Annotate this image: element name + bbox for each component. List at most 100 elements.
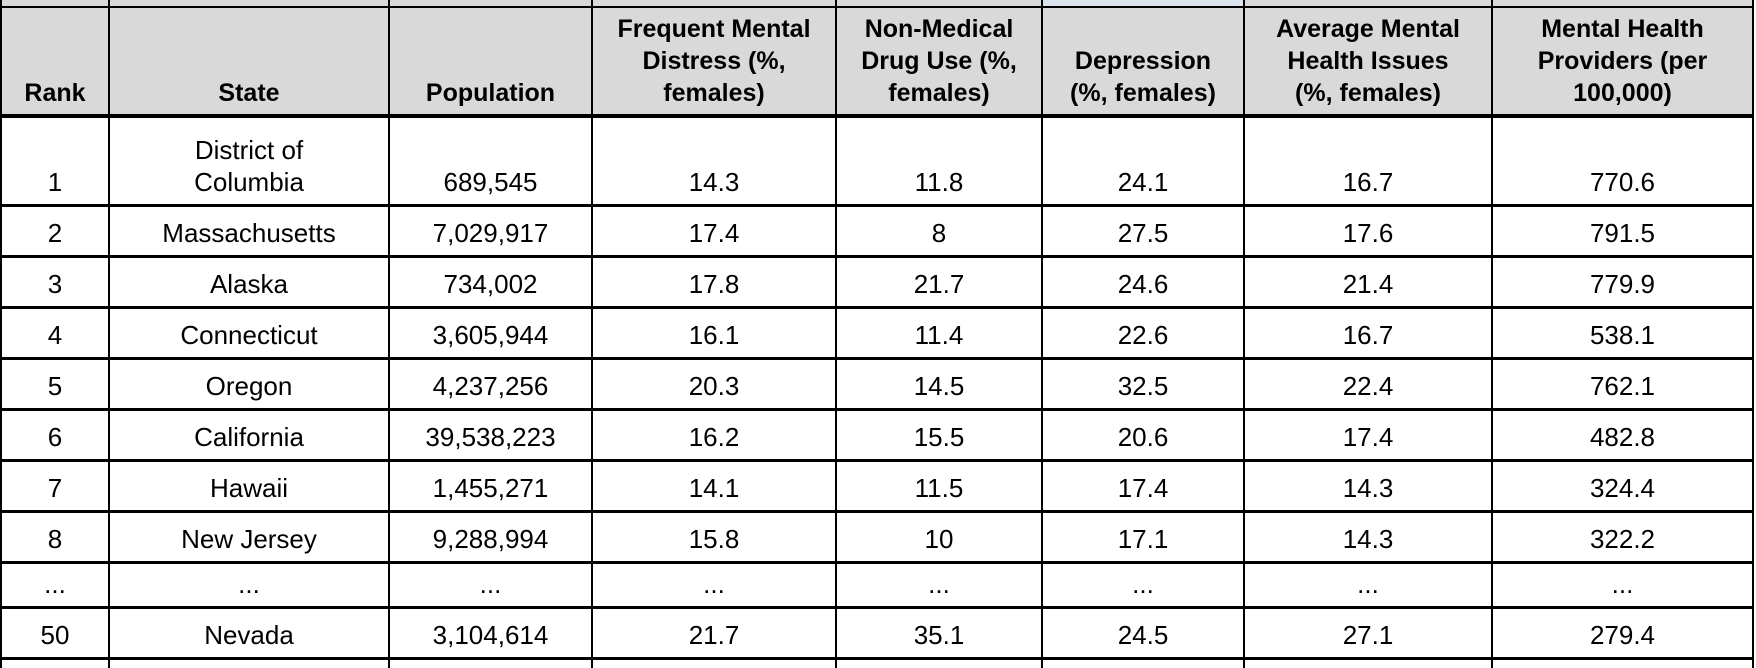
table-cell[interactable]: 32.5 (1041, 357, 1245, 411)
table-cell[interactable]: 279.4 (1491, 606, 1754, 660)
table-cell[interactable]: 17.4 (1243, 408, 1493, 462)
table-cell[interactable]: 20.3 (591, 357, 837, 411)
table-cell[interactable]: 20.6 (1041, 408, 1245, 462)
table-cell[interactable]: 24.1 (1041, 114, 1245, 207)
table-cell[interactable]: 24.6 (1041, 255, 1245, 309)
column-header-non-medical-drug-use[interactable]: Non-Medical Drug Use (%, females) (835, 6, 1043, 118)
table-cell[interactable]: 15.8 (591, 510, 837, 564)
table-cell[interactable]: 7,029,917 (388, 204, 593, 258)
table-cell[interactable]: 8 (835, 204, 1043, 258)
table-cell[interactable]: ... (1041, 561, 1245, 609)
table-cell[interactable]: 22.6 (1041, 306, 1245, 360)
table-cell[interactable]: 791.5 (1491, 204, 1754, 258)
table-cell[interactable]: 27.7 (1243, 657, 1493, 668)
table-cell[interactable]: 51 (0, 657, 110, 668)
table-cell[interactable]: 3 (0, 255, 110, 309)
table-cell[interactable]: 27.1 (1243, 606, 1493, 660)
table-cell[interactable]: 16.7 (1243, 306, 1493, 360)
table-cell[interactable]: 17.1 (1041, 510, 1245, 564)
table-cell[interactable]: 17.4 (1041, 459, 1245, 513)
table-cell[interactable]: 21.7 (591, 606, 837, 660)
table-cell[interactable]: 482.8 (1491, 408, 1754, 462)
table-cell[interactable]: 1 (0, 114, 110, 207)
column-header-depression[interactable]: Depression (%, females) (1041, 6, 1245, 118)
table-cell[interactable]: New Jersey (108, 510, 390, 564)
column-header-state[interactable]: State (108, 6, 390, 118)
table-cell[interactable]: Connecticut (108, 306, 390, 360)
table-cell[interactable]: ... (835, 561, 1043, 609)
table-body: 1 District of Columbia 689,545 14.3 11.8 24.1… (0, 114, 1754, 668)
table-cell[interactable]: 10 (835, 510, 1043, 564)
table-cell[interactable]: 538.1 (1491, 306, 1754, 360)
table-cell[interactable]: 14.3 (1243, 510, 1493, 564)
table-cell[interactable]: 17.8 (591, 255, 837, 309)
table-cell[interactable]: ... (108, 561, 390, 609)
table-cell[interactable]: 11.8 (835, 114, 1043, 207)
column-header-mental-health-providers[interactable]: Mental Health Providers (per 100,000) (1491, 6, 1754, 118)
column-header-average-mental-health-issues[interactable]: Average Mental Health Issues (%, females… (1243, 6, 1493, 118)
table-cell[interactable]: 11.5 (835, 459, 1043, 513)
table-cell[interactable]: 5 (0, 357, 110, 411)
table-cell[interactable]: ... (1491, 561, 1754, 609)
table-cell[interactable]: 1,455,271 (388, 459, 593, 513)
table-cell[interactable]: Hawaii (108, 459, 390, 513)
table-cell[interactable]: 17.2 (835, 657, 1043, 668)
table-cell[interactable]: ... (388, 561, 593, 609)
column-header-frequent-mental-distress[interactable]: Frequent Mental Distress (%, females) (591, 6, 837, 118)
table-cell[interactable]: 21.7 (835, 255, 1043, 309)
table-cell[interactable]: 3,605,944 (388, 306, 593, 360)
table-cell[interactable]: 6 (0, 408, 110, 462)
table-cell[interactable]: 50 (0, 606, 110, 660)
table-cell[interactable]: 35.1 (835, 606, 1043, 660)
table-cell[interactable]: 7 (0, 459, 110, 513)
table-cell[interactable]: ... (1243, 561, 1493, 609)
table-cell[interactable]: 17.6 (1243, 204, 1493, 258)
table-cell[interactable]: 26.7 (591, 657, 837, 668)
table-cell[interactable]: Alaska (108, 255, 390, 309)
table-cell[interactable]: 14.5 (835, 357, 1043, 411)
table-cell[interactable]: ... (591, 561, 837, 609)
table-cell[interactable]: 1,793,716 (388, 657, 593, 668)
table-cell[interactable]: Nevada (108, 606, 390, 660)
table-cell[interactable]: 11.4 (835, 306, 1043, 360)
table-cell[interactable]: West Virginia (108, 657, 390, 668)
table-cell[interactable]: 779.9 (1491, 255, 1754, 309)
table-cell[interactable]: 322.2 (1491, 510, 1754, 564)
table-cell[interactable]: 16.2 (591, 408, 837, 462)
table-cell[interactable]: 27.5 (1041, 204, 1245, 258)
table-cell[interactable]: District of Columbia (108, 114, 390, 207)
table-cell[interactable]: 16.7 (1243, 114, 1493, 207)
table-cell[interactable]: 734,002 (388, 255, 593, 309)
table-cell[interactable]: 14.3 (591, 114, 837, 207)
table-cell[interactable]: ... (0, 561, 110, 609)
table-cell[interactable]: California (108, 408, 390, 462)
table-cell[interactable]: 39,538,223 (388, 408, 593, 462)
table-cell[interactable]: 689,545 (388, 114, 593, 207)
table-cell[interactable]: 17.4 (591, 204, 837, 258)
table-cell[interactable]: Oregon (108, 357, 390, 411)
column-header-rank[interactable]: Rank (0, 6, 110, 118)
table-cell[interactable]: 14.3 (1243, 459, 1493, 513)
table-cell[interactable]: 15.5 (835, 408, 1043, 462)
table-cell[interactable]: 324.4 (1491, 459, 1754, 513)
table-cell[interactable]: Massachusetts (108, 204, 390, 258)
table-cell[interactable]: 22.4 (1243, 357, 1493, 411)
table-cell[interactable]: 39.1 (1041, 657, 1245, 668)
table-cell[interactable]: 24.5 (1041, 606, 1245, 660)
table-cell[interactable]: 4,237,256 (388, 357, 593, 411)
table-row: 5 Oregon 4,237,256 20.3 14.5 32.5 22.4 762.1 (0, 357, 1754, 411)
cropped-cell (0, 0, 110, 8)
table-cell[interactable]: 21.4 (1243, 255, 1493, 309)
table-cell[interactable]: 770.6 (1491, 114, 1754, 207)
table-cell[interactable]: 9,288,994 (388, 510, 593, 564)
table-cell[interactable]: 4 (0, 306, 110, 360)
table-cell[interactable]: 206.2 (1491, 657, 1754, 668)
table-cell[interactable]: 8 (0, 510, 110, 564)
table-row: 50 Nevada 3,104,614 21.7 35.1 24.5 27.1 279.4 (0, 606, 1754, 660)
table-cell[interactable]: 3,104,614 (388, 606, 593, 660)
table-cell[interactable]: 14.1 (591, 459, 837, 513)
table-cell[interactable]: 762.1 (1491, 357, 1754, 411)
column-header-population[interactable]: Population (388, 6, 593, 118)
table-cell[interactable]: 16.1 (591, 306, 837, 360)
table-cell[interactable]: 2 (0, 204, 110, 258)
